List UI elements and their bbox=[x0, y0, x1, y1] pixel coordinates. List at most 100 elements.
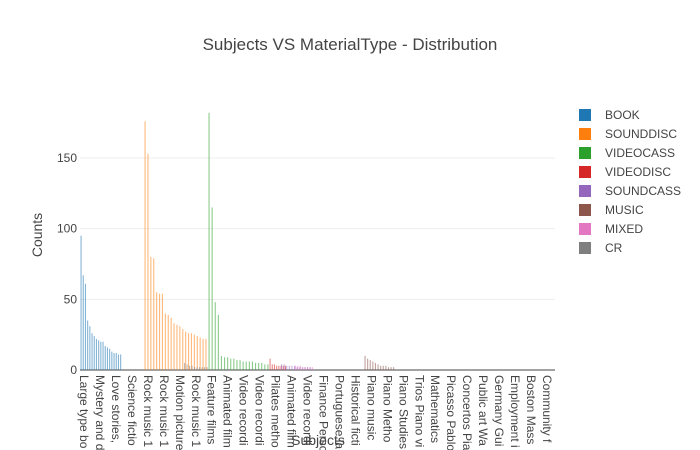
bar-cr-7 bbox=[201, 367, 203, 370]
bar-book-11 bbox=[104, 345, 106, 370]
bar-videocass-13 bbox=[248, 361, 250, 370]
bar-soundcass-1 bbox=[283, 364, 285, 370]
legend-item-videocass[interactable]: VIDEOCASS bbox=[579, 146, 675, 160]
bar-sounddisc-7 bbox=[164, 313, 166, 370]
bar-book-6 bbox=[93, 336, 95, 370]
bar-mixed-5 bbox=[307, 367, 309, 370]
x-tick-label: Finance Perso bbox=[317, 375, 331, 450]
bar-sounddisc-19 bbox=[199, 337, 201, 370]
bar-videocass-19 bbox=[267, 364, 269, 370]
bar-music-8 bbox=[385, 365, 387, 370]
bar-sounddisc-17 bbox=[193, 334, 195, 370]
bar-book-5 bbox=[91, 333, 93, 370]
bar-cr-2 bbox=[189, 365, 191, 370]
bar-book-13 bbox=[109, 348, 111, 370]
legend-item-mixed[interactable]: MIXED bbox=[579, 222, 643, 236]
x-tick-label: Historical ficti bbox=[348, 375, 362, 446]
legend-swatch bbox=[579, 242, 591, 254]
bar-sounddisc-6 bbox=[161, 293, 163, 370]
x-tick-label: Animated film bbox=[221, 375, 235, 448]
x-tick-label: Motion picture bbox=[173, 375, 187, 450]
bar-cr-3 bbox=[191, 365, 193, 370]
bar-sounddisc-9 bbox=[170, 317, 172, 370]
bar-music-4 bbox=[374, 362, 376, 370]
bar-soundcass-0 bbox=[281, 364, 283, 370]
bar-videodisc-4 bbox=[278, 365, 280, 370]
bar-cr-9 bbox=[206, 367, 208, 370]
bar-mixed-4 bbox=[304, 367, 306, 370]
bar-soundcass-7 bbox=[299, 367, 301, 370]
bar-videodisc-1 bbox=[271, 364, 273, 370]
bar-mixed-7 bbox=[311, 367, 313, 370]
legend-label: MUSIC bbox=[605, 203, 644, 217]
legend-swatch bbox=[579, 147, 591, 159]
legend-item-music[interactable]: MUSIC bbox=[579, 203, 644, 217]
legend-label: CR bbox=[605, 241, 623, 255]
bar-book-17 bbox=[117, 354, 119, 370]
bar-sounddisc-20 bbox=[202, 338, 204, 370]
x-tick-label: Community f bbox=[540, 375, 554, 443]
x-tick-label: Piano music bbox=[364, 375, 378, 440]
legend-item-cr[interactable]: CR bbox=[579, 241, 623, 255]
bar-book-12 bbox=[106, 347, 108, 370]
bar-sounddisc-5 bbox=[159, 293, 161, 370]
bar-book-10 bbox=[102, 341, 104, 370]
bar-sounddisc-11 bbox=[176, 324, 178, 370]
bar-videocass-10 bbox=[239, 360, 241, 370]
legend[interactable]: BOOK SOUNDDISC VIDEOCASS VIDEODISC SOUNDCASS… bbox=[579, 108, 681, 255]
bar-videocass-2 bbox=[214, 302, 216, 370]
bar-videodisc-2 bbox=[273, 364, 275, 370]
x-tick-label: Piano Studies bbox=[396, 375, 410, 449]
y-tick-label: 150 bbox=[57, 151, 77, 165]
bar-videocass-7 bbox=[230, 358, 232, 370]
x-tick-label: Rock music 1 bbox=[157, 375, 171, 447]
chart-title: Subjects VS MaterialType - Distribution bbox=[203, 35, 498, 54]
bar-cr-6 bbox=[199, 367, 201, 370]
bar-videocass-17 bbox=[261, 362, 263, 370]
x-tick-label: Picasso Pablo bbox=[444, 375, 458, 450]
bars bbox=[80, 112, 395, 371]
bar-sounddisc-10 bbox=[173, 323, 175, 370]
x-tick-label: Pilates metho bbox=[269, 375, 283, 448]
bar-videocass-18 bbox=[264, 364, 266, 370]
bar-videocass-8 bbox=[233, 358, 235, 370]
legend-item-videodisc[interactable]: VIDEODISC bbox=[579, 165, 671, 179]
bar-videodisc-0 bbox=[269, 358, 271, 370]
bar-cr-0 bbox=[184, 362, 186, 370]
x-tick-label: Feature films bbox=[205, 375, 219, 444]
bar-cr-1 bbox=[186, 364, 188, 370]
bar-sounddisc-3 bbox=[153, 258, 155, 370]
x-tick-label: Concertos Pia bbox=[460, 375, 474, 450]
x-tick-label: Mystery and d bbox=[93, 375, 107, 450]
bar-music-9 bbox=[387, 367, 389, 370]
legend-label: SOUNDDISC bbox=[605, 127, 677, 141]
bar-soundcass-2 bbox=[286, 365, 288, 370]
legend-item-sounddisc[interactable]: SOUNDDISC bbox=[579, 127, 677, 141]
x-tick-label: Rock music 1 bbox=[141, 375, 155, 447]
legend-swatch bbox=[579, 185, 591, 197]
x-tick-label: Employment i bbox=[508, 375, 522, 448]
bar-music-7 bbox=[382, 365, 384, 370]
x-tick-label: Trios Piano vi bbox=[412, 375, 426, 447]
y-tick-label: 50 bbox=[64, 292, 78, 306]
bar-videocass-5 bbox=[224, 357, 226, 370]
bar-mixed-1 bbox=[297, 365, 299, 370]
legend-swatch bbox=[579, 204, 591, 216]
bar-music-10 bbox=[390, 367, 392, 370]
bar-book-14 bbox=[111, 351, 113, 370]
bar-cr-4 bbox=[194, 367, 196, 370]
bar-book-0 bbox=[80, 235, 82, 370]
bar-videocass-11 bbox=[242, 361, 244, 370]
bar-book-9 bbox=[100, 341, 102, 370]
x-tick-label: Rock music 1 bbox=[189, 375, 203, 447]
y-tick-label: 0 bbox=[70, 363, 77, 377]
bar-book-1 bbox=[82, 275, 84, 370]
legend-item-book[interactable]: BOOK bbox=[579, 108, 640, 122]
bar-sounddisc-12 bbox=[179, 326, 181, 370]
bar-book-2 bbox=[84, 283, 86, 370]
legend-item-soundcass[interactable]: SOUNDCASS bbox=[579, 184, 681, 198]
x-tick-label: Video recordi bbox=[301, 375, 315, 446]
y-axis-title: Counts bbox=[29, 213, 45, 257]
bar-videodisc-6 bbox=[282, 365, 284, 370]
legend-swatch bbox=[579, 109, 591, 121]
